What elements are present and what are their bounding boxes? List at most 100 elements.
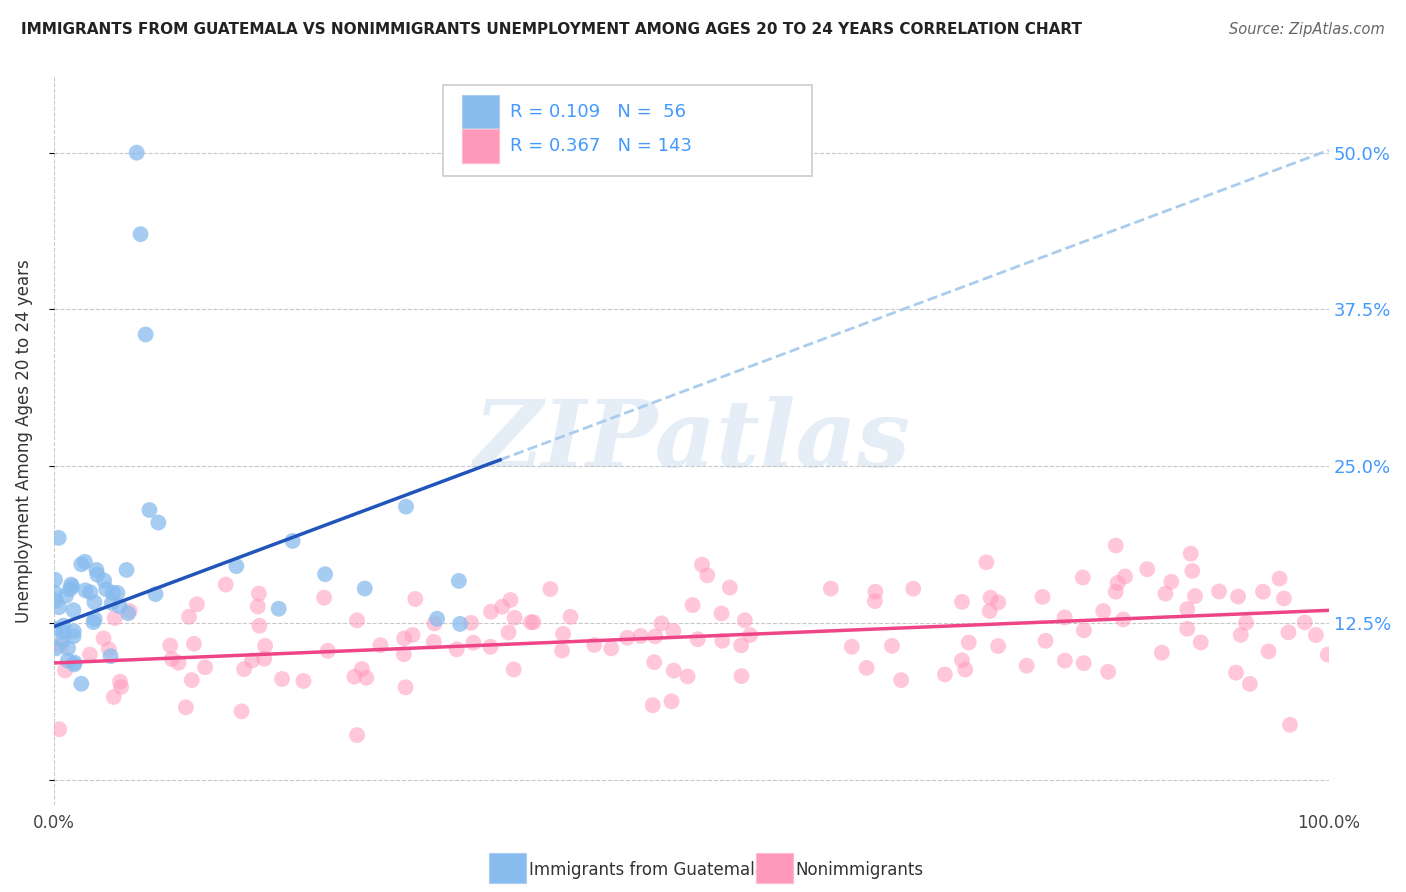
Point [79, 648, 101, 662]
Point [1175, 622, 1198, 636]
Point [53, 664, 76, 678]
Point [370, 638, 392, 652]
Point [841, 640, 863, 654]
Point [103, 690, 125, 704]
Point [661, 694, 683, 708]
Point [479, 640, 502, 654]
Point [118, 604, 141, 618]
Point [48, 723, 70, 737]
Point [1227, 590, 1250, 604]
Point [246, 599, 269, 614]
Point [616, 631, 638, 645]
Point [267, 601, 290, 615]
Point [44, 573, 66, 587]
Point [82, 615, 104, 629]
Point [100, 649, 122, 664]
Point [350, 662, 373, 676]
Point [643, 655, 665, 669]
Text: R = 0.367   N = 143: R = 0.367 N = 143 [510, 136, 692, 155]
Point [281, 533, 304, 548]
Point [1154, 587, 1177, 601]
Point [934, 667, 956, 681]
Point [498, 625, 520, 640]
Point [129, 227, 152, 242]
Point [73, 555, 96, 569]
Point [343, 670, 366, 684]
Point [1316, 648, 1339, 662]
Point [215, 577, 238, 591]
Point [538, 582, 561, 596]
Point [159, 639, 181, 653]
Point [59, 582, 82, 597]
Point [108, 674, 131, 689]
Point [86, 563, 108, 577]
Point [503, 611, 526, 625]
Point [52, 618, 75, 632]
Point [83, 595, 105, 609]
Point [138, 503, 160, 517]
Point [957, 635, 980, 649]
Point [101, 586, 124, 600]
Point [740, 628, 762, 642]
Point [353, 582, 375, 596]
Point [890, 673, 912, 687]
Point [160, 652, 183, 666]
Point [101, 596, 124, 610]
Point [1092, 604, 1115, 618]
Point [356, 671, 378, 685]
Point [491, 599, 513, 614]
Point [449, 616, 471, 631]
Point [86, 567, 108, 582]
Point [662, 664, 685, 678]
Point [314, 567, 336, 582]
Point [233, 662, 256, 676]
Point [463, 636, 485, 650]
Point [1160, 574, 1182, 589]
Point [314, 591, 336, 605]
Point [62, 603, 84, 617]
FancyBboxPatch shape [461, 95, 499, 128]
Point [404, 592, 426, 607]
Text: R = 0.109   N =  56: R = 0.109 N = 56 [510, 103, 686, 120]
Point [167, 656, 190, 670]
Point [1107, 576, 1129, 591]
Point [583, 638, 606, 652]
Point [186, 597, 208, 611]
Point [395, 500, 418, 514]
Point [686, 632, 709, 647]
Point [734, 613, 756, 627]
Point [522, 615, 544, 630]
Point [45, 641, 67, 656]
Point [194, 660, 217, 674]
Point [52, 633, 75, 648]
Text: IMMIGRANTS FROM GUATEMALA VS NONIMMIGRANTS UNEMPLOYMENT AMONG AGES 20 TO 24 YEAR: IMMIGRANTS FROM GUATEMALA VS NONIMMIGRAN… [21, 22, 1083, 37]
Point [117, 606, 139, 620]
Point [44, 622, 66, 636]
Point [247, 619, 270, 633]
Point [710, 607, 733, 621]
Point [446, 642, 468, 657]
Point [45, 593, 67, 607]
Point [271, 672, 294, 686]
Point [682, 598, 704, 612]
Point [730, 669, 752, 683]
Point [1114, 569, 1136, 583]
Point [1251, 584, 1274, 599]
Text: ZIPatlas: ZIPatlas [472, 396, 910, 486]
Point [240, 653, 263, 667]
Point [1112, 612, 1135, 626]
Point [880, 639, 903, 653]
Point [1097, 665, 1119, 679]
Point [177, 609, 200, 624]
Point [1150, 646, 1173, 660]
Point [316, 644, 339, 658]
Point [93, 632, 115, 646]
Point [108, 599, 131, 614]
Point [460, 615, 482, 630]
Point [1073, 624, 1095, 638]
Point [60, 580, 83, 594]
Point [560, 609, 582, 624]
Point [93, 574, 115, 588]
Point [1136, 562, 1159, 576]
Point [49, 638, 72, 652]
